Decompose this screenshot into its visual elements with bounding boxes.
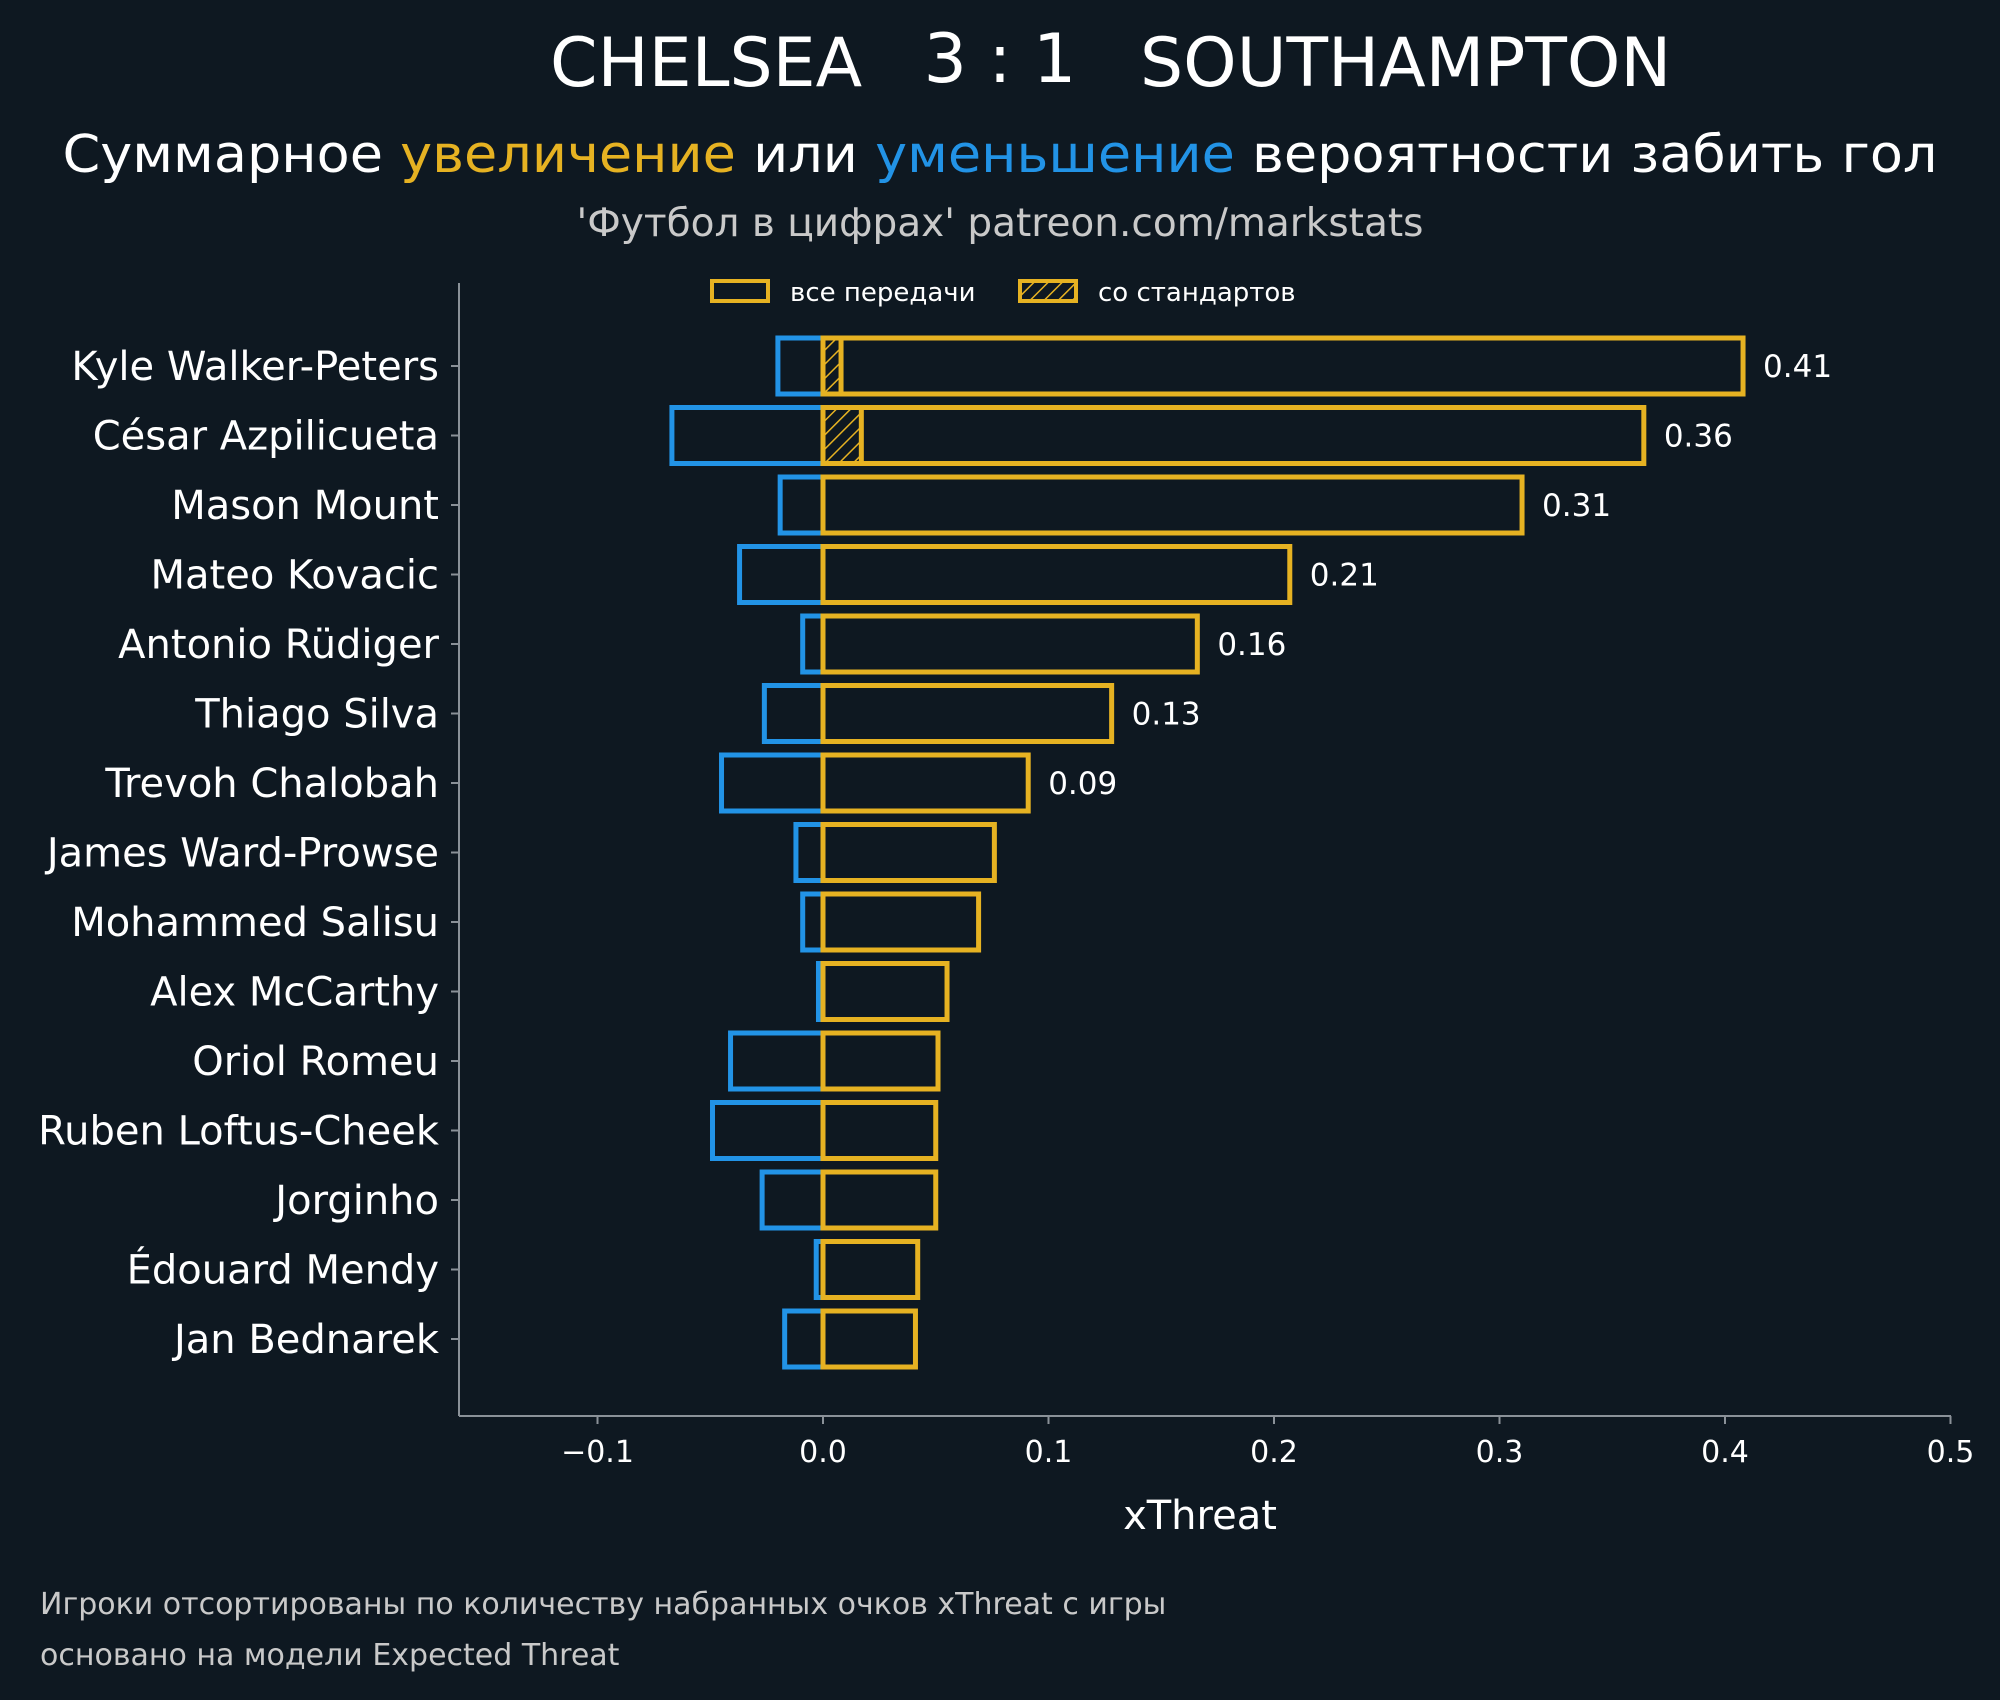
- player-label: César Azpilicueta: [93, 414, 439, 460]
- value-label: 0.36: [1664, 419, 1733, 455]
- source-credit: 'Футбол в цифрах' patreon.com/markstats: [577, 201, 1424, 246]
- player-label: Kyle Walker-Peters: [71, 344, 439, 390]
- bar-decrease: [728, 1030, 826, 1092]
- bar-increase: [820, 1308, 918, 1370]
- home-team-title: CHELSEA: [550, 24, 862, 103]
- footnote-sorting: Игроки отсортированы по количеству набра…: [40, 1587, 1166, 1622]
- legend-label-all-passes: все передачи: [790, 278, 976, 308]
- value-label: 0.41: [1763, 349, 1832, 385]
- value-label: 0.09: [1048, 766, 1117, 802]
- value-labels: 0.41 0.36 0.31 0.21 0.16 0.13 0.09: [1048, 349, 1832, 802]
- player-label: Ruben Loftus-Cheek: [38, 1109, 440, 1155]
- bar-decrease: [782, 1308, 826, 1370]
- player-label: Jan Bednarek: [171, 1317, 440, 1363]
- player-label: Mohammed Salisu: [71, 900, 439, 946]
- legend-swatch-hatched: [1018, 279, 1078, 303]
- legend-swatch-outline: [710, 279, 770, 303]
- bar-increase: [820, 613, 1200, 675]
- bar-decrease: [761, 683, 826, 744]
- subtitle-increase-word: увеличение: [400, 125, 736, 185]
- bar-decrease: [719, 752, 826, 814]
- x-tick-label: 0.0: [799, 1435, 847, 1470]
- legend-label-set-pieces: со стандартов: [1098, 278, 1296, 308]
- bar-decrease: [669, 405, 826, 466]
- bar-increase: [820, 1169, 939, 1231]
- bar-decrease: [793, 822, 826, 883]
- bar-decrease: [759, 1169, 826, 1231]
- bar-increase: [820, 1100, 939, 1161]
- player-label: Alex McCarthy: [150, 970, 439, 1016]
- player-label: Oriol Romeu: [192, 1039, 439, 1085]
- bar-increase: [820, 683, 1115, 744]
- subtitle-part-3: вероятности забить гол: [1235, 125, 1938, 185]
- bar-increase: [820, 335, 1746, 397]
- bars-layer: [669, 335, 1746, 1370]
- player-label: James Ward-Prowse: [44, 831, 439, 877]
- chart-subtitle: Суммарное увеличение или уменьшение веро…: [63, 125, 1938, 185]
- value-label: 0.16: [1217, 627, 1286, 663]
- player-label: Jorginho: [272, 1178, 439, 1224]
- bar-increase: [820, 1239, 921, 1300]
- player-label: Thiago Silva: [194, 692, 439, 738]
- bar-increase: [820, 405, 1647, 466]
- value-label: 0.21: [1310, 558, 1379, 594]
- value-label: 0.13: [1132, 697, 1201, 733]
- bar-decrease: [800, 613, 826, 675]
- x-ticks: −0.1 0.0 0.1 0.2 0.3 0.4 0.5: [561, 1416, 1974, 1470]
- bar-decrease: [800, 891, 826, 953]
- x-tick-label: −0.1: [561, 1435, 634, 1470]
- match-score: 3 : 1: [924, 20, 1077, 99]
- bar-increase: [820, 474, 1525, 536]
- player-label: Trevoh Chalobah: [104, 761, 439, 807]
- bar-decrease: [710, 1100, 826, 1161]
- player-labels: Kyle Walker-Peters César Azpilicueta Mason…: [38, 344, 459, 1363]
- player-label: Mason Mount: [171, 483, 439, 529]
- player-label: Édouard Mendy: [127, 1246, 439, 1294]
- bar-increase: [820, 891, 982, 953]
- bar-increase: [820, 544, 1293, 605]
- bar-decrease: [777, 474, 826, 536]
- away-team-title: SOUTHAMPTON: [1140, 24, 1671, 103]
- legend: все передачи со стандартов: [710, 278, 1296, 308]
- value-label: 0.31: [1542, 488, 1611, 524]
- bar-decrease: [775, 335, 826, 397]
- x-tick-label: 0.1: [1025, 1435, 1073, 1470]
- bar-decrease: [737, 544, 826, 605]
- x-tick-label: 0.5: [1927, 1435, 1975, 1470]
- subtitle-part-1: Суммарное: [63, 125, 401, 185]
- bar-increase: [820, 1030, 941, 1092]
- subtitle-part-2: или: [736, 125, 875, 185]
- bar-set-pieces: [820, 335, 844, 397]
- subtitle-decrease-word: уменьшение: [875, 125, 1235, 185]
- player-label: Antonio Rüdiger: [118, 622, 439, 668]
- bar-increase: [820, 752, 1031, 814]
- x-axis-title: xThreat: [1123, 1493, 1277, 1539]
- x-tick-label: 0.4: [1701, 1435, 1749, 1470]
- footnote-model: основано на модели Expected Threat: [40, 1638, 620, 1673]
- player-label: Mateo Kovacic: [151, 553, 440, 599]
- bar-increase: [820, 961, 950, 1022]
- bar-set-pieces: [820, 405, 864, 466]
- x-tick-label: 0.3: [1476, 1435, 1524, 1470]
- bar-increase: [820, 822, 997, 883]
- x-tick-label: 0.2: [1250, 1435, 1298, 1470]
